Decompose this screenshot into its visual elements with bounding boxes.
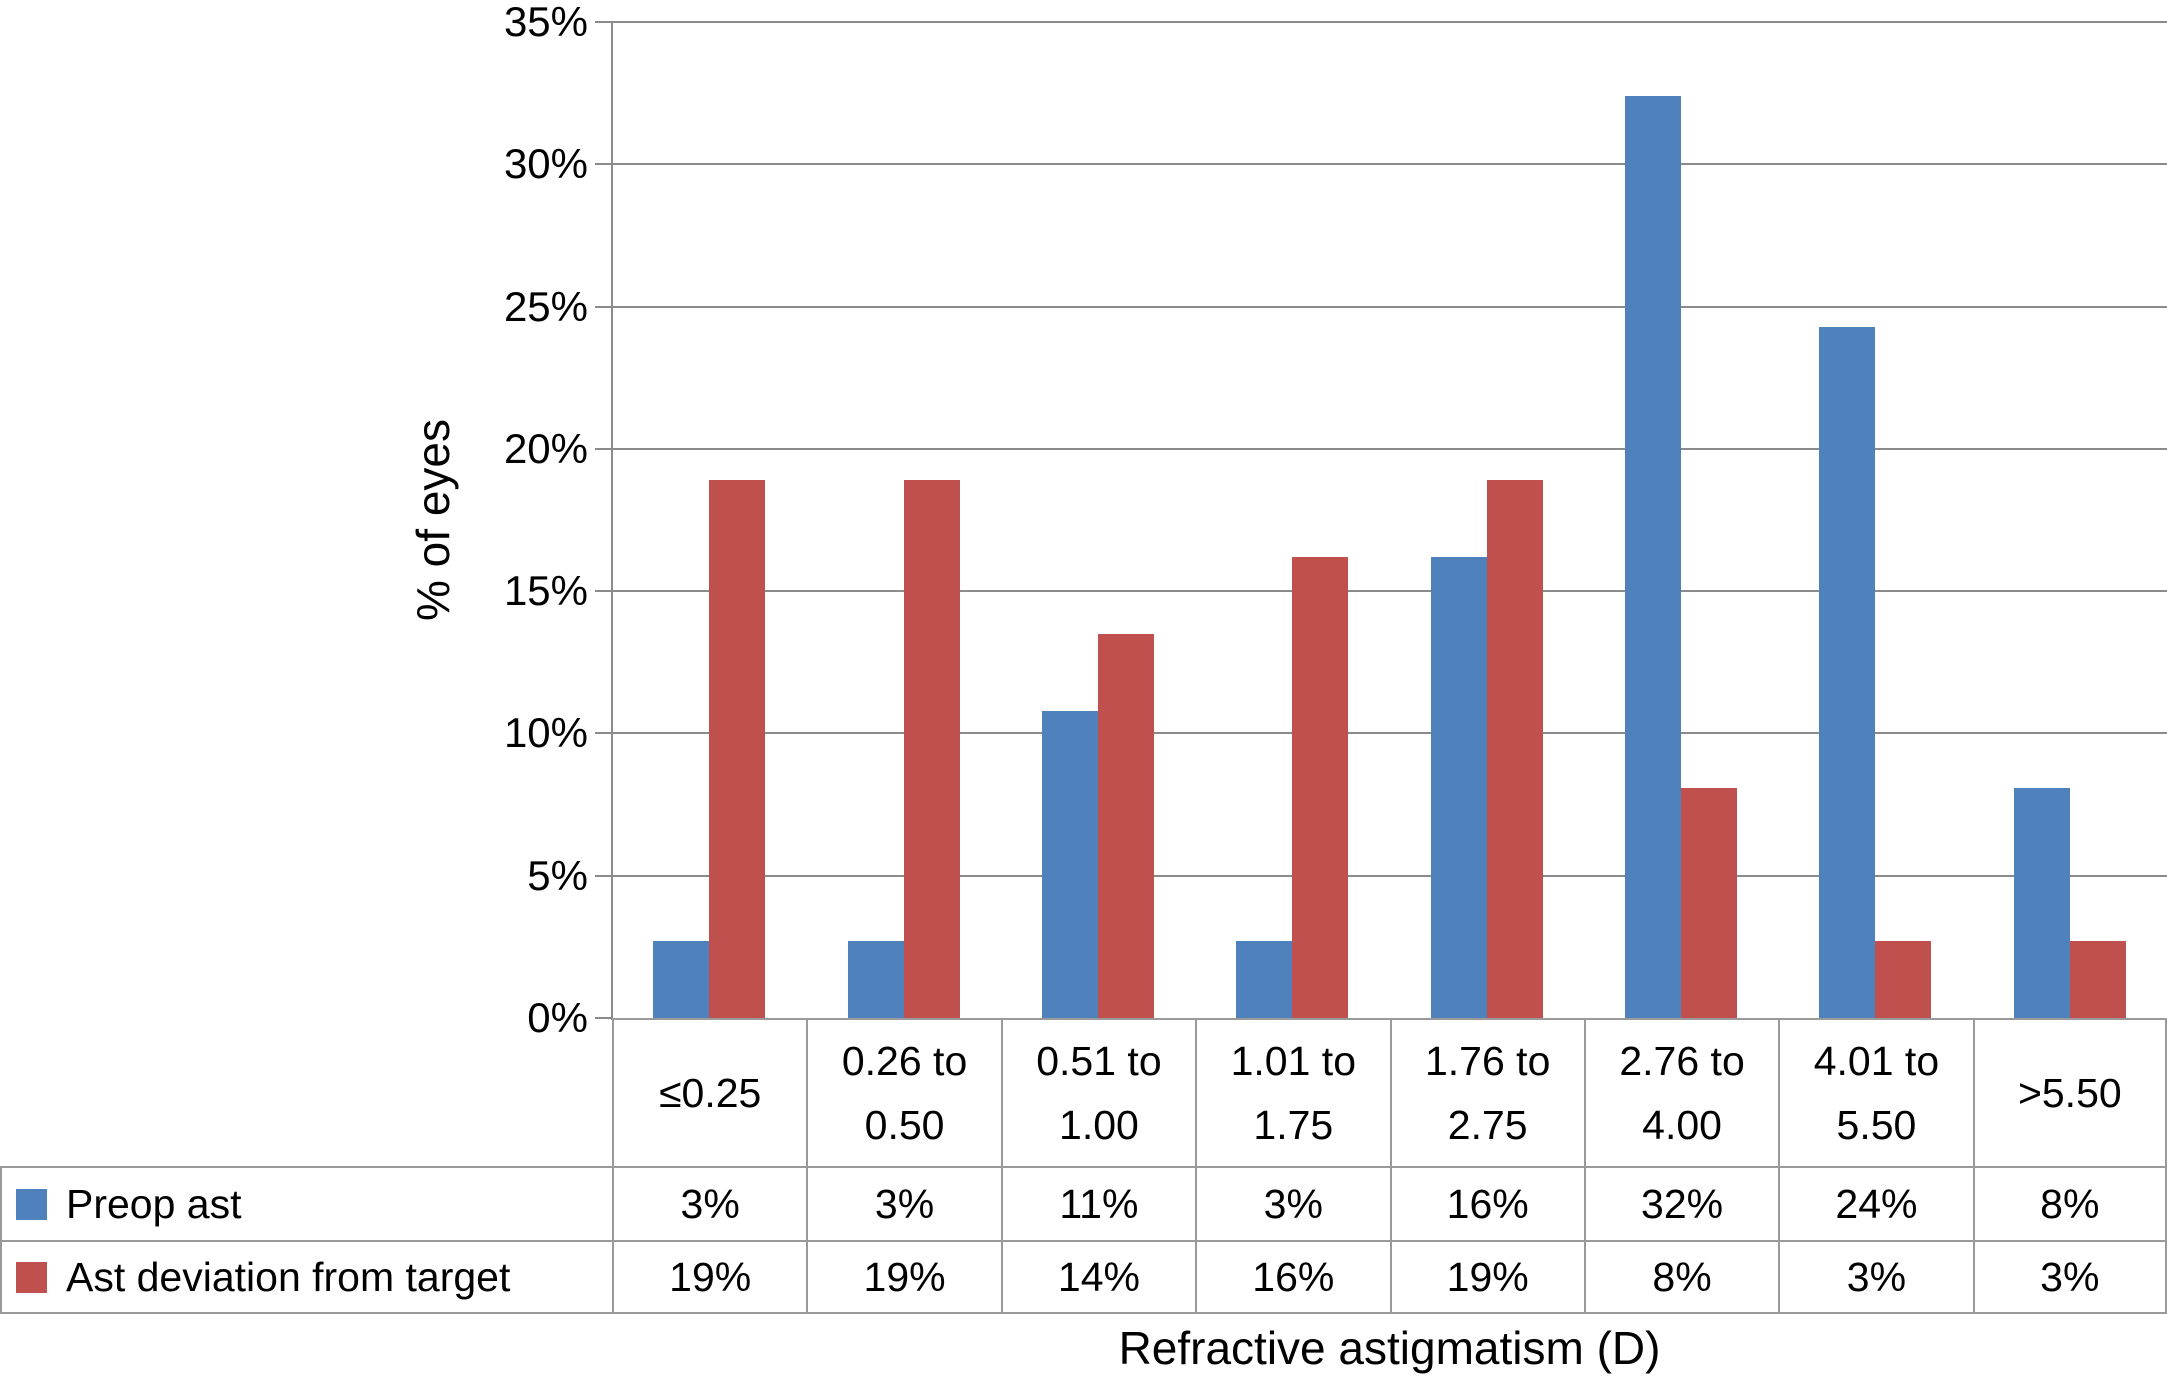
value-cell: 14% [1000,1240,1196,1314]
bar-preop-ast [653,941,710,1018]
y-tick [595,590,612,593]
y-axis-line [611,22,613,1020]
bar-preop-ast [1236,941,1293,1018]
bar-ast-deviation-from-target [1486,480,1543,1018]
value-cell: 32% [1583,1166,1779,1240]
y-tick-label: 10% [503,709,588,757]
value-cell: 11% [1000,1166,1196,1240]
value-cell: 8% [1972,1166,2167,1240]
bar-ast-deviation-from-target [1681,787,1738,1018]
category-label: 4.01 to 5.50 [1778,1018,1973,1166]
y-tick [595,21,612,23]
category-group [1584,22,1778,1018]
bars-area [612,22,2167,1018]
category-label: 1.76 to 2.75 [1389,1018,1584,1166]
y-tick-label: 5% [527,851,588,899]
y-tick [595,447,612,450]
data-table: ≤0.25 0.26 to 0.50 0.51 to 1.00 1.01 to 1.7… [0,1018,2167,1314]
bar-preop-ast [1819,326,1876,1018]
bar-preop-ast [1041,710,1098,1018]
y-tick-label: 0% [527,994,588,1041]
legend-cell-ast-deviation-from-target: Ast deviation from target [0,1240,612,1314]
category-group [1390,22,1584,1018]
bar-ast-deviation-from-target [709,480,766,1018]
category-label: 1.01 to 1.75 [1195,1018,1390,1166]
y-tick-label: 15% [503,567,588,615]
y-tick [595,305,612,308]
gridline [612,163,2167,166]
y-tick [595,874,612,877]
category-group [1778,22,1972,1018]
gridline [612,305,2167,308]
value-cell: 24% [1778,1166,1973,1240]
bar-ast-deviation-from-target [2069,941,2126,1018]
bar-ast-deviation-from-target [903,480,960,1018]
category-group [1973,22,2167,1018]
value-cell: 16% [1389,1166,1584,1240]
value-cell: 8% [1583,1240,1779,1314]
table-corner [0,1018,612,1166]
category-label: 0.51 to 1.00 [1000,1018,1196,1166]
legend-cell-preop-ast: Preop ast [0,1166,612,1240]
legend-label: Ast deviation from target [66,1253,511,1300]
preop-ast-swatch [16,1188,47,1220]
gridline [612,874,2167,877]
y-tick-label: 25% [503,282,588,330]
y-tick [595,1017,612,1019]
value-cell: 19% [806,1240,1001,1314]
value-cell: 3% [612,1166,807,1240]
value-cell: 3% [806,1166,1001,1240]
category-group [1195,22,1389,1018]
bar-preop-ast [2013,787,2070,1018]
gridline [612,732,2167,735]
plot-area [612,21,2167,1018]
gridline [612,447,2167,450]
category-group [1001,22,1195,1018]
y-tick [595,163,612,166]
category-group [612,22,806,1018]
category-group [806,22,1000,1018]
gridline [612,21,2167,23]
value-cell: 3% [1195,1166,1390,1240]
y-tick [595,732,612,735]
bar-preop-ast [1625,96,1682,1018]
ast-deviation-from-target-swatch [16,1261,47,1293]
legend-label: Preop ast [66,1180,242,1227]
value-cell: 16% [1195,1240,1390,1314]
category-label: ≤0.25 [612,1018,807,1166]
category-label: 2.76 to 4.00 [1583,1018,1779,1166]
category-label: 0.26 to 0.50 [806,1018,1001,1166]
value-cell: 3% [1778,1240,1973,1314]
y-tick-label: 20% [503,424,588,472]
value-cell: 19% [1389,1240,1584,1314]
bar-ast-deviation-from-target [1292,557,1349,1018]
y-tick-label: 35% [503,0,588,45]
gridline [612,590,2167,593]
bar-preop-ast [847,941,904,1018]
y-tick-label: 30% [503,140,588,188]
bar-preop-ast [1430,557,1487,1018]
bar-ast-deviation-from-target [1097,633,1154,1018]
value-cell: 19% [612,1240,807,1314]
value-cell: 3% [1972,1240,2167,1314]
x-axis-title: Refractive astigmatism (D) [1118,1322,1661,1374]
category-label: >5.50 [1972,1018,2167,1166]
bar-ast-deviation-from-target [1875,941,1932,1018]
